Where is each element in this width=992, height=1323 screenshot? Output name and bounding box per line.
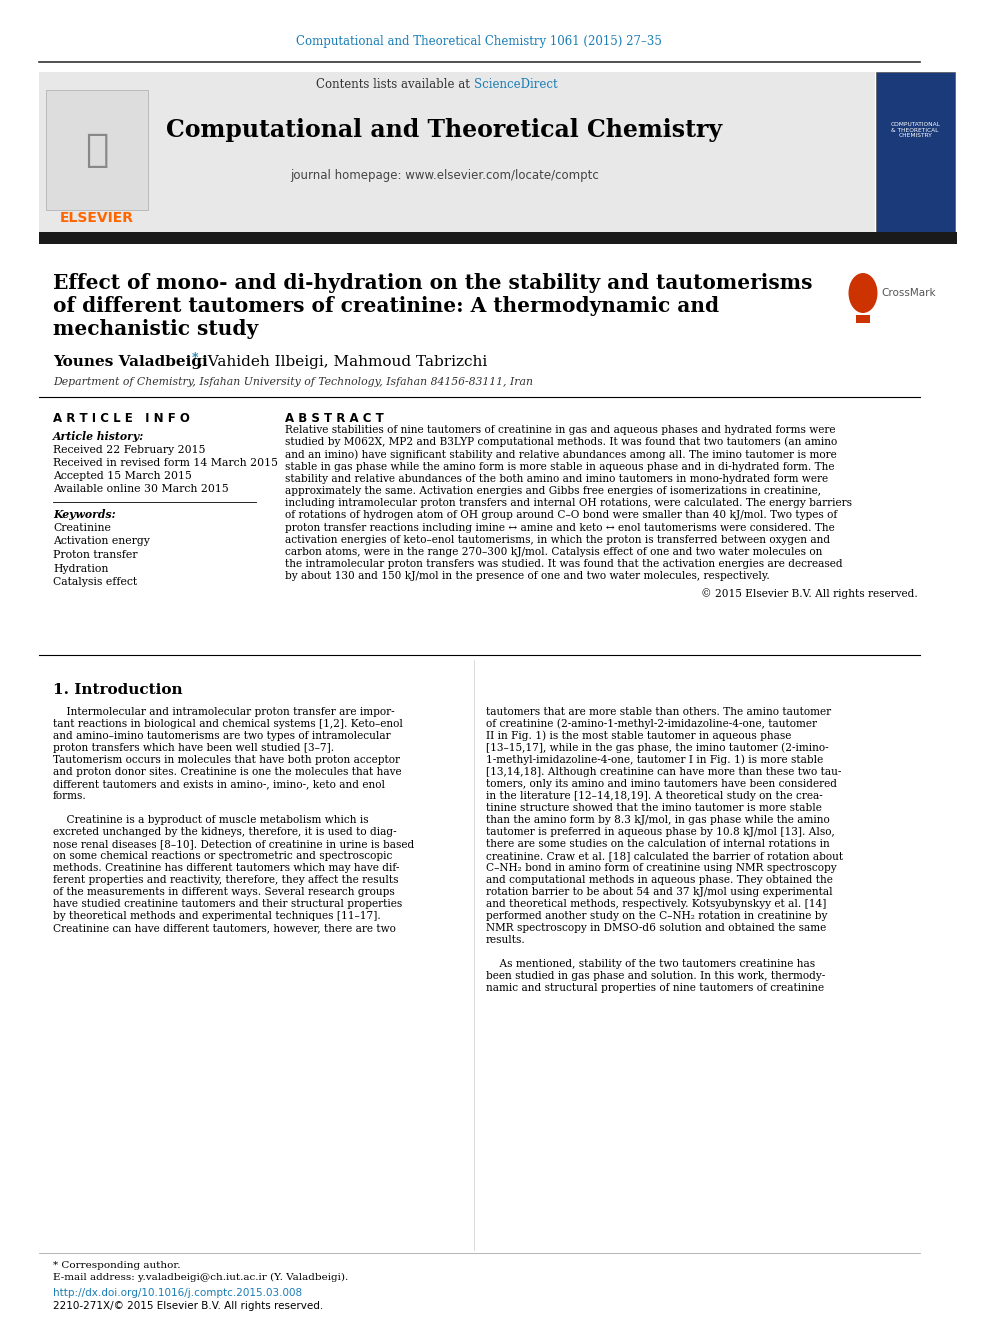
Text: by theoretical methods and experimental techniques [11–17].: by theoretical methods and experimental …: [54, 912, 381, 921]
Text: 1-methyl-imidazoline-4-one, tautomer I in Fig. 1) is more stable: 1-methyl-imidazoline-4-one, tautomer I i…: [486, 754, 823, 765]
Text: Hydration: Hydration: [54, 564, 108, 573]
Text: C–NH₂ bond in amino form of creatinine using NMR spectroscopy: C–NH₂ bond in amino form of creatinine u…: [486, 863, 836, 873]
Text: COMPUTATIONAL
& THEORETICAL
CHEMISTRY: COMPUTATIONAL & THEORETICAL CHEMISTRY: [890, 122, 940, 139]
Text: Effect of mono- and di-hydration on the stability and tautomerisms: Effect of mono- and di-hydration on the …: [54, 273, 812, 292]
Text: and proton donor sites. Creatinine is one the molecules that have: and proton donor sites. Creatinine is on…: [54, 767, 402, 777]
Text: Intermolecular and intramolecular proton transfer are impor-: Intermolecular and intramolecular proton…: [54, 706, 395, 717]
Text: Catalysis effect: Catalysis effect: [54, 577, 137, 587]
FancyBboxPatch shape: [47, 90, 148, 210]
Text: proton transfer reactions including imine ↔ amine and keto ↔ enol tautomerisms w: proton transfer reactions including imin…: [285, 523, 835, 533]
Text: 🌳: 🌳: [85, 131, 108, 169]
Text: , Vahideh Ilbeigi, Mahmoud Tabrizchi: , Vahideh Ilbeigi, Mahmoud Tabrizchi: [198, 355, 487, 369]
Text: excreted unchanged by the kidneys, therefore, it is used to diag-: excreted unchanged by the kidneys, there…: [54, 827, 397, 837]
Text: tinine structure showed that the imino tautomer is more stable: tinine structure showed that the imino t…: [486, 803, 822, 814]
Text: tautomers that are more stable than others. The amino tautomer: tautomers that are more stable than othe…: [486, 706, 831, 717]
Text: methods. Creatinine has different tautomers which may have dif-: methods. Creatinine has different tautom…: [54, 863, 400, 873]
Text: namic and structural properties of nine tautomers of creatinine: namic and structural properties of nine …: [486, 983, 824, 994]
Text: Received 22 February 2015: Received 22 February 2015: [54, 445, 205, 455]
Text: tomers, only its amino and imino tautomers have been considered: tomers, only its amino and imino tautome…: [486, 779, 837, 789]
Text: A R T I C L E   I N F O: A R T I C L E I N F O: [54, 411, 190, 425]
Text: Received in revised form 14 March 2015: Received in revised form 14 March 2015: [54, 458, 278, 468]
Text: As mentioned, stability of the two tautomers creatinine has: As mentioned, stability of the two tauto…: [486, 959, 815, 968]
Text: ferent properties and reactivity, therefore, they affect the results: ferent properties and reactivity, theref…: [54, 875, 399, 885]
Text: and computational methods in aqueous phase. They obtained the: and computational methods in aqueous pha…: [486, 875, 833, 885]
Text: tant reactions in biological and chemical systems [1,2]. Keto–enol: tant reactions in biological and chemica…: [54, 718, 403, 729]
Text: approximately the same. Activation energies and Gibbs free energies of isomeriza: approximately the same. Activation energ…: [285, 486, 821, 496]
Text: in the literature [12–14,18,19]. A theoretical study on the crea-: in the literature [12–14,18,19]. A theor…: [486, 791, 822, 800]
Text: Article history:: Article history:: [54, 430, 145, 442]
Text: © 2015 Elsevier B.V. All rights reserved.: © 2015 Elsevier B.V. All rights reserved…: [701, 589, 918, 599]
Text: studied by M062X, MP2 and B3LYP computational methods. It was found that two tau: studied by M062X, MP2 and B3LYP computat…: [285, 437, 837, 447]
Text: Computational and Theoretical Chemistry: Computational and Theoretical Chemistry: [167, 118, 722, 142]
Text: A B S T R A C T: A B S T R A C T: [285, 411, 384, 425]
Text: Creatinine is a byproduct of muscle metabolism which is: Creatinine is a byproduct of muscle meta…: [54, 815, 369, 826]
Text: * Corresponding author.: * Corresponding author.: [54, 1261, 181, 1270]
Text: Relative stabilities of nine tautomers of creatinine in gas and aqueous phases a: Relative stabilities of nine tautomers o…: [285, 425, 835, 435]
Text: have studied creatinine tautomers and their structural properties: have studied creatinine tautomers and th…: [54, 900, 403, 909]
Text: of different tautomers of creatinine: A thermodynamic and: of different tautomers of creatinine: A …: [54, 296, 719, 316]
Text: Contents lists available at: Contents lists available at: [315, 78, 473, 91]
Text: NMR spectroscopy in DMSO-d6 solution and obtained the same: NMR spectroscopy in DMSO-d6 solution and…: [486, 923, 826, 933]
Text: 1. Introduction: 1. Introduction: [54, 683, 183, 697]
Text: and amino–imino tautomerisms are two types of intramolecular: and amino–imino tautomerisms are two typ…: [54, 732, 391, 741]
Text: Younes Valadbeigi: Younes Valadbeigi: [54, 355, 208, 369]
Text: and theoretical methods, respectively. Kotsyubynskyy et al. [14]: and theoretical methods, respectively. K…: [486, 900, 826, 909]
Text: the intramolecular proton transfers was studied. It was found that the activatio: the intramolecular proton transfers was …: [285, 560, 843, 569]
Text: Keywords:: Keywords:: [54, 508, 116, 520]
FancyBboxPatch shape: [876, 71, 955, 232]
Text: Accepted 15 March 2015: Accepted 15 March 2015: [54, 471, 192, 482]
Text: Available online 30 March 2015: Available online 30 March 2015: [54, 484, 229, 493]
Text: rotation barrier to be about 54 and 37 kJ/mol using experimental: rotation barrier to be about 54 and 37 k…: [486, 886, 832, 897]
Text: mechanistic study: mechanistic study: [54, 319, 258, 339]
Text: stable in gas phase while the amino form is more stable in aqueous phase and in : stable in gas phase while the amino form…: [285, 462, 834, 471]
Text: carbon atoms, were in the range 270–300 kJ/mol. Catalysis effect of one and two : carbon atoms, were in the range 270–300 …: [285, 546, 822, 557]
Text: activation energies of keto–enol tautomerisms, in which the proton is transferre: activation energies of keto–enol tautome…: [285, 534, 830, 545]
Text: tautomer is preferred in aqueous phase by 10.8 kJ/mol [13]. Also,: tautomer is preferred in aqueous phase b…: [486, 827, 835, 837]
Text: ScienceDirect: ScienceDirect: [473, 78, 558, 91]
Text: proton transfers which have been well studied [3–7].: proton transfers which have been well st…: [54, 744, 334, 753]
Text: been studied in gas phase and solution. In this work, thermody-: been studied in gas phase and solution. …: [486, 971, 825, 980]
Text: of creatinine (2-amino-1-methyl-2-imidazoline-4-one, tautomer: of creatinine (2-amino-1-methyl-2-imidaz…: [486, 718, 817, 729]
Text: and an imino) have significant stability and relative abundances among all. The : and an imino) have significant stability…: [285, 448, 837, 459]
Text: including intramolecular proton transfers and internal OH rotations, were calcul: including intramolecular proton transfer…: [285, 499, 852, 508]
Text: 2210-271X/© 2015 Elsevier B.V. All rights reserved.: 2210-271X/© 2015 Elsevier B.V. All right…: [54, 1301, 323, 1311]
Text: results.: results.: [486, 935, 526, 945]
Text: [13,14,18]. Although creatinine can have more than these two tau-: [13,14,18]. Although creatinine can have…: [486, 767, 841, 777]
Text: on some chemical reactions or spectrometric and spectroscopic: on some chemical reactions or spectromet…: [54, 851, 393, 861]
Text: of rotations of hydrogen atom of OH group around C–O bond were smaller than 40 k: of rotations of hydrogen atom of OH grou…: [285, 511, 837, 520]
Text: Tautomerism occurs in molecules that have both proton acceptor: Tautomerism occurs in molecules that hav…: [54, 755, 400, 765]
Text: [13–15,17], while in the gas phase, the imino tautomer (2-imino-: [13–15,17], while in the gas phase, the …: [486, 742, 828, 753]
Text: forms.: forms.: [54, 791, 87, 800]
FancyBboxPatch shape: [39, 232, 956, 243]
Text: Creatinine: Creatinine: [54, 523, 111, 533]
Text: than the amino form by 8.3 kJ/mol, in gas phase while the amino: than the amino form by 8.3 kJ/mol, in ga…: [486, 815, 830, 826]
Text: creatinine. Craw et al. [18] calculated the barrier of rotation about: creatinine. Craw et al. [18] calculated …: [486, 851, 843, 861]
Text: http://dx.doi.org/10.1016/j.comptc.2015.03.008: http://dx.doi.org/10.1016/j.comptc.2015.…: [54, 1289, 303, 1298]
Text: Department of Chemistry, Isfahan University of Technology, Isfahan 84156-83111, : Department of Chemistry, Isfahan Univers…: [54, 377, 533, 388]
Text: Creatinine can have different tautomers, however, there are two: Creatinine can have different tautomers,…: [54, 923, 396, 933]
Text: CrossMark: CrossMark: [881, 288, 936, 298]
Text: *: *: [191, 352, 197, 365]
Text: different tautomers and exists in amino-, imino-, keto and enol: different tautomers and exists in amino-…: [54, 779, 385, 789]
Text: E-mail address: y.valadbeigi@ch.iut.ac.ir (Y. Valadbeigi).: E-mail address: y.valadbeigi@ch.iut.ac.i…: [54, 1273, 348, 1282]
Text: Proton transfer: Proton transfer: [54, 550, 138, 560]
Text: by about 130 and 150 kJ/mol in the presence of one and two water molecules, resp: by about 130 and 150 kJ/mol in the prese…: [285, 572, 770, 581]
FancyArrow shape: [856, 315, 870, 323]
Text: stability and relative abundances of the both amino and imino tautomers in mono-: stability and relative abundances of the…: [285, 474, 828, 484]
Text: II in Fig. 1) is the most stable tautomer in aqueous phase: II in Fig. 1) is the most stable tautome…: [486, 730, 792, 741]
Text: performed another study on the C–NH₂ rotation in creatinine by: performed another study on the C–NH₂ rot…: [486, 912, 827, 921]
Text: of the measurements in different ways. Several research groups: of the measurements in different ways. S…: [54, 886, 395, 897]
Text: journal homepage: www.elsevier.com/locate/comptc: journal homepage: www.elsevier.com/locat…: [291, 168, 599, 181]
Text: there are some studies on the calculation of internal rotations in: there are some studies on the calculatio…: [486, 839, 830, 849]
Ellipse shape: [848, 273, 878, 314]
Text: Computational and Theoretical Chemistry 1061 (2015) 27–35: Computational and Theoretical Chemistry …: [297, 36, 663, 49]
Text: ELSEVIER: ELSEVIER: [60, 210, 134, 225]
Text: Activation energy: Activation energy: [54, 537, 150, 546]
FancyBboxPatch shape: [39, 71, 875, 232]
Text: nose renal diseases [8–10]. Detection of creatinine in urine is based: nose renal diseases [8–10]. Detection of…: [54, 839, 415, 849]
